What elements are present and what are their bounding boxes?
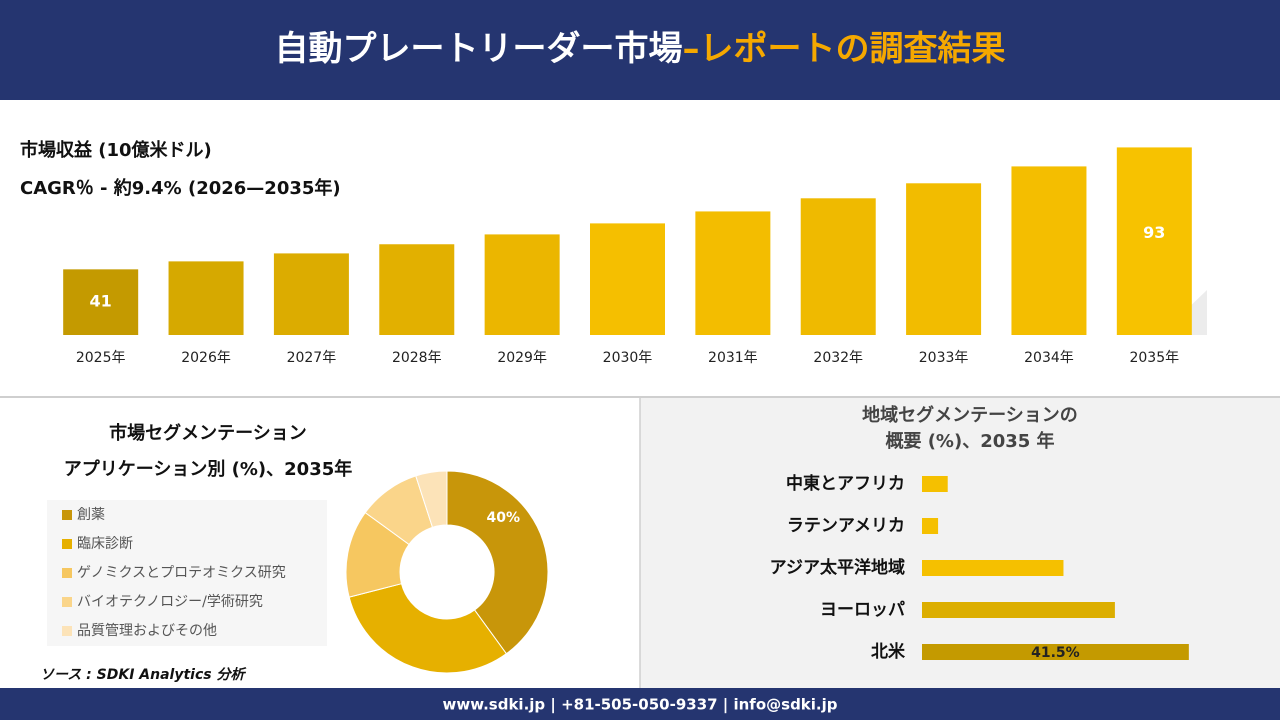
x-tick-label: 2033年	[919, 350, 969, 366]
hbar-title: 概要 (%)、2035 年	[885, 430, 1054, 452]
legend-label: ゲノミクスとプロテオミクス研究	[77, 564, 286, 581]
bar	[922, 518, 939, 534]
header-band	[0, 0, 1280, 100]
legend-label: 品質管理およびその他	[77, 622, 217, 639]
donut-slice	[446, 470, 549, 655]
y-tick-label: ラテンアメリカ	[787, 516, 905, 536]
bar	[63, 269, 139, 335]
bar	[168, 261, 244, 335]
right-panel	[640, 398, 1280, 688]
legend-swatch	[62, 597, 72, 607]
y-tick-label: ヨーロッパ	[820, 600, 905, 620]
donut-slice	[348, 583, 508, 674]
legend-box	[47, 500, 327, 646]
source-note: ソース : SDKI Analytics 分析	[40, 666, 247, 683]
legend-label: 臨床診断	[77, 536, 133, 552]
donut-slice	[415, 470, 448, 528]
y-tick-label: アジア太平洋地域	[770, 557, 905, 578]
bar	[695, 211, 771, 335]
bar	[922, 644, 1189, 660]
x-tick-label: 2034年	[1024, 350, 1074, 366]
bar	[906, 183, 982, 335]
bar	[922, 476, 948, 492]
bar	[1116, 147, 1192, 335]
bar-chart-title: 市場収益 (10億米ドル)	[20, 139, 212, 161]
x-tick-label: 2031年	[708, 350, 758, 366]
x-tick-label: 2029年	[497, 350, 547, 366]
x-tick-label: 2026年	[181, 350, 231, 366]
donut-title: アプリケーション別 (%)、2035年	[64, 458, 353, 480]
y-tick-label: 中東とアフリカ	[786, 473, 905, 494]
legend-swatch	[62, 510, 72, 520]
x-tick-label: 2032年	[813, 350, 863, 366]
legend-swatch	[62, 568, 72, 578]
bar	[922, 560, 1064, 576]
bar-chart-subtitle: CAGR％ - 約9.4% (2026—2035年)	[20, 177, 341, 199]
data-label: 41	[90, 292, 112, 311]
bar	[922, 602, 1115, 618]
footer-band	[0, 688, 1280, 720]
header-title-main: 自動プレートリーダー市場	[275, 29, 683, 69]
donut-title: 市場セグメンテーション	[109, 422, 307, 444]
legend-swatch	[62, 626, 72, 636]
bar	[800, 198, 876, 335]
data-label: 93	[1143, 223, 1165, 242]
x-tick-label: 2027年	[287, 350, 337, 366]
footer-contact: www.sdki.jp | +81-505-050-9337 | info@sd…	[442, 696, 837, 715]
bar	[1011, 166, 1087, 335]
x-tick-label: 2028年	[392, 350, 442, 366]
y-tick-label: 北米	[871, 641, 906, 662]
x-tick-label: 2035年	[1129, 350, 1179, 366]
bar	[379, 244, 455, 335]
legend-swatch	[62, 539, 72, 549]
bar	[484, 234, 560, 335]
data-label: 40%	[487, 510, 521, 526]
hbar-title: 地域セグメンテーションの	[862, 404, 1078, 426]
bar	[273, 253, 349, 335]
x-tick-label: 2030年	[603, 350, 653, 366]
header-title-sub: –レポートの調査結果	[683, 29, 1006, 69]
legend-label: バイオテクノロジー/学術研究	[77, 593, 263, 610]
x-tick-label: 2025年	[76, 350, 126, 366]
data-label: 41.5%	[1031, 645, 1080, 661]
legend-label: 創薬	[77, 507, 105, 523]
header-title: 自動プレートリーダー市場–レポートの調査結果	[275, 29, 1006, 69]
bar	[590, 223, 665, 335]
